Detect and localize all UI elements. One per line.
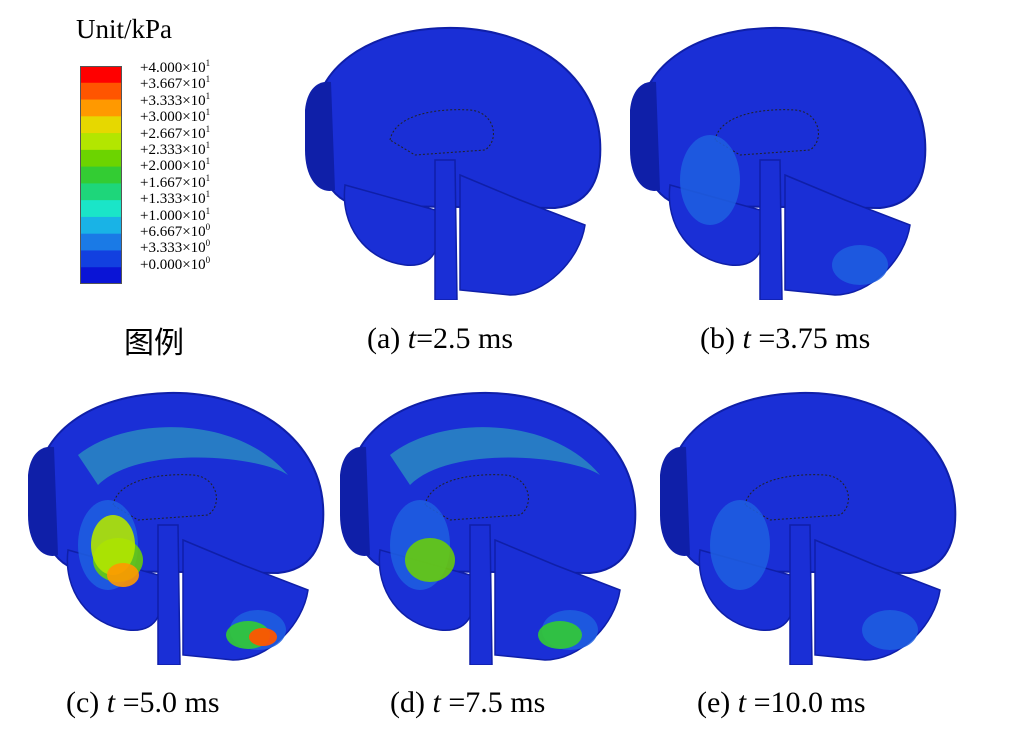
legend-label: +6.667×100 [140, 222, 211, 240]
panel-e-stress-map [660, 391, 957, 665]
legend-label: +2.000×101 [140, 156, 211, 175]
stress-zone [405, 538, 455, 582]
legend-label: +1.667×101 [140, 172, 211, 191]
caption-d: (d) t =7.5 ms [390, 686, 546, 719]
legend-swatch [80, 66, 122, 84]
stress-zone [91, 515, 135, 575]
legend-label: +1.333×101 [140, 189, 211, 208]
caption-e: (e) t =10.0 ms [697, 686, 866, 719]
brainstem [434, 159, 458, 300]
caption-b: (b) t =3.75 ms [700, 322, 871, 355]
stress-zone [832, 245, 888, 285]
legend-label: +3.333×101 [140, 90, 211, 109]
stress-zone [107, 563, 139, 587]
legend-color-bar [80, 66, 122, 284]
legend-label: +3.333×100 [140, 238, 211, 257]
brainstem [469, 524, 493, 665]
legend-swatch [80, 216, 122, 235]
frontal-region [630, 81, 660, 191]
legend-label: +1.000×101 [140, 205, 211, 224]
legend-label: +2.667×101 [140, 123, 211, 142]
panel-d-stress-map [340, 391, 637, 665]
legend-swatch [80, 133, 122, 151]
cerebellum [459, 173, 586, 296]
legend-swatch [80, 233, 122, 251]
legend-swatch [80, 200, 122, 218]
legend-label: +3.667×101 [140, 74, 211, 93]
panel-b-stress-map [630, 26, 927, 300]
stress-zone [710, 500, 770, 590]
legend-caption: 图例 [124, 327, 184, 360]
legend-label: +0.000×100 [140, 254, 211, 273]
frontal-region [305, 81, 335, 191]
legend-label: +2.333×101 [140, 140, 211, 158]
stress-zone [78, 427, 288, 485]
brainstem [789, 524, 813, 665]
legend-swatch [80, 82, 122, 101]
frontal-region [28, 446, 58, 556]
caption-c: (c) t =5.0 ms [66, 686, 220, 719]
cerebrum [313, 26, 602, 210]
caption-a: (a) t=2.5 ms [367, 322, 514, 355]
legend-swatch [80, 183, 122, 201]
frontal-region [340, 446, 370, 556]
brainstem [157, 524, 181, 665]
stress-zone [538, 621, 582, 649]
legend-swatch [80, 116, 122, 134]
legend-label: +4.000×101 [140, 58, 211, 76]
brainstem [759, 159, 783, 300]
stress-zone [390, 427, 600, 485]
legend-title: Unit/kPa [76, 14, 173, 44]
panel-a-stress-map [305, 26, 602, 300]
stress-zone [862, 610, 918, 650]
legend-swatch [80, 267, 122, 284]
frontal-region [660, 446, 690, 556]
panel-c-stress-map [28, 391, 325, 665]
stress-zone [680, 135, 740, 225]
legend-swatch [80, 250, 122, 268]
legend-swatch [80, 99, 122, 117]
legend-swatch [80, 149, 122, 168]
legend-label: +3.000×101 [140, 107, 211, 126]
legend-swatch [80, 166, 122, 184]
stress-zone [249, 628, 277, 646]
